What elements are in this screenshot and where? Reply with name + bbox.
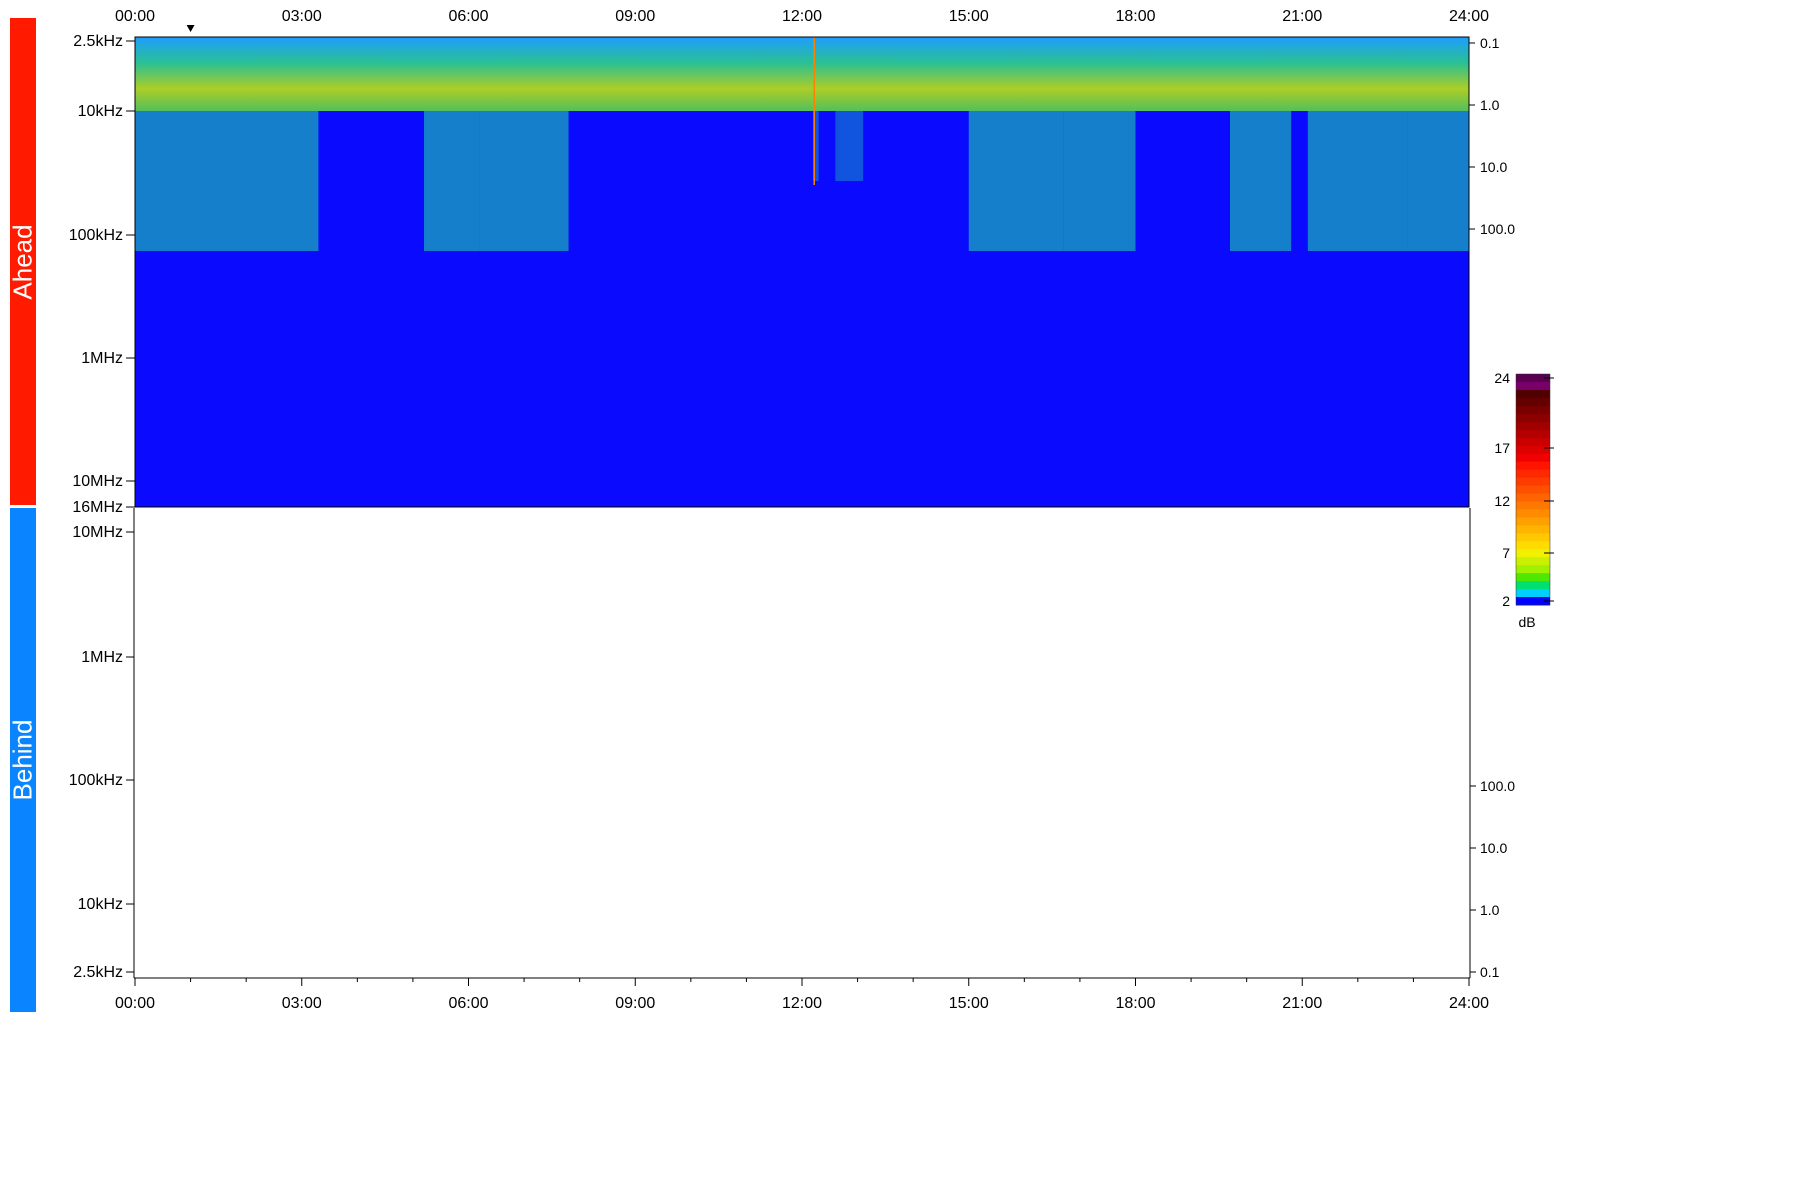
colorbar-segment <box>1516 461 1550 471</box>
colorbar-frame <box>1515 373 1551 606</box>
colorbar-segment <box>1516 533 1550 542</box>
colorbar-segment <box>1516 397 1550 407</box>
activity-block <box>424 111 480 251</box>
right-tick-label-ahead: 100.0 <box>1480 221 1515 237</box>
y-tick-label-behind: 100kHz <box>69 772 123 789</box>
x-tick-label-top: 00:00 <box>115 8 155 25</box>
colorbar-segment <box>1516 453 1550 463</box>
colorbar-tick-label: 24 <box>1494 370 1510 386</box>
activity-block <box>968 111 1064 251</box>
colorbar-segment <box>1516 589 1550 598</box>
activity-block <box>135 111 236 251</box>
colorbar-segment <box>1516 381 1550 391</box>
x-tick-label-bottom: 06:00 <box>448 995 488 1012</box>
x-tick-label-bottom: 21:00 <box>1282 995 1322 1012</box>
y-tick-label-behind: 2.5kHz <box>73 964 123 981</box>
x-tick-label-bottom: 00:00 <box>115 995 155 1012</box>
colorbar-segment <box>1516 445 1550 455</box>
colorbar-unit-label: dB <box>1518 614 1535 630</box>
right-tick-label-ahead: 0.1 <box>1480 35 1500 51</box>
x-tick-label-bottom: 24:00 <box>1449 995 1489 1012</box>
y-tick-label-ahead: 100kHz <box>69 227 123 244</box>
right-tick-label-ahead: 1.0 <box>1480 97 1500 113</box>
high-band-activity <box>135 37 1469 111</box>
y-tick-label-behind: 10kHz <box>78 896 123 913</box>
activity-block <box>1407 111 1469 251</box>
y-tick-label-ahead: 10kHz <box>78 103 123 120</box>
x-tick-label-top: 24:00 <box>1449 8 1489 25</box>
y-tick-label-behind: 10MHz <box>72 524 123 541</box>
right-tick-label-behind: 100.0 <box>1480 778 1515 794</box>
x-tick-label-top: 09:00 <box>615 8 655 25</box>
colorbar-tick-label: 17 <box>1494 440 1510 456</box>
colorbar: 24 17 12 7 2 dB <box>1494 370 1554 630</box>
colorbar-segment <box>1516 565 1550 574</box>
ahead-panel-bar: Ahead <box>8 18 38 505</box>
y-tick-label-ahead: 1MHz <box>81 350 123 367</box>
colorbar-segment <box>1516 485 1550 494</box>
activity-block <box>1307 111 1408 251</box>
colorbar-segment <box>1516 581 1550 590</box>
colorbar-segment <box>1516 374 1550 383</box>
colorbar-segment <box>1516 413 1550 423</box>
colorbar-tick-label: 12 <box>1494 493 1510 509</box>
axis-layer: 00:00 00:00 03:00 03:00 06:00 06:00 09:00 09:00… <box>69 8 1515 1012</box>
colorbar-segment <box>1516 493 1550 502</box>
x-tick-label-bottom: 12:00 <box>782 995 822 1012</box>
behind-panel-bar: Behind <box>8 508 38 1012</box>
colorbar-segment <box>1516 501 1550 510</box>
right-tick-label-behind: 0.1 <box>1480 964 1500 980</box>
colorbar-segment <box>1516 549 1550 558</box>
x-tick-label-top: 15:00 <box>949 8 989 25</box>
activity-block <box>813 111 819 181</box>
colorbar-segment <box>1516 525 1550 534</box>
colorbar-segment <box>1516 477 1550 487</box>
time-marker <box>186 25 195 32</box>
activity-block <box>1063 111 1136 251</box>
x-tick-label-bottom: 15:00 <box>949 995 989 1012</box>
colorbar-segment <box>1516 573 1550 582</box>
x-tick-label-bottom: 18:00 <box>1115 995 1155 1012</box>
activity-block <box>235 111 319 251</box>
y-tick-label-ahead: 2.5kHz <box>73 33 123 50</box>
x-tick-label-top: 21:00 <box>1282 8 1322 25</box>
colorbar-segment <box>1516 437 1550 447</box>
colorbar-segment <box>1516 597 1550 606</box>
colorbar-segment <box>1516 469 1550 479</box>
colorbar-tick-label: 7 <box>1502 545 1510 561</box>
x-tick-label-bottom: 03:00 <box>282 995 322 1012</box>
activity-block <box>1229 111 1292 251</box>
x-tick-label-top: 03:00 <box>282 8 322 25</box>
colorbar-segment <box>1516 517 1550 526</box>
activity-block <box>835 111 864 181</box>
y-tick-label-ahead: 10MHz <box>72 473 123 490</box>
colorbar-segment <box>1516 541 1550 550</box>
right-tick-label-behind: 10.0 <box>1480 840 1507 856</box>
ahead-plot-frame <box>134 36 1470 508</box>
right-tick-label-ahead: 10.0 <box>1480 159 1507 175</box>
y-tick-label-behind: 1MHz <box>81 649 123 666</box>
y-tick-label-ahead: 16MHz <box>72 499 123 516</box>
spectrogram-activity-layer <box>135 37 1469 251</box>
x-tick-label-bottom: 09:00 <box>615 995 655 1012</box>
colorbar-segment <box>1516 405 1550 415</box>
x-tick-label-top: 06:00 <box>448 8 488 25</box>
x-tick-label-top: 18:00 <box>1115 8 1155 25</box>
colorbar-segment <box>1516 557 1550 566</box>
colorbar-segment <box>1516 389 1550 399</box>
colorbar-segment <box>1516 509 1550 518</box>
activity-block <box>479 111 569 251</box>
x-tick-label-top: 12:00 <box>782 8 822 25</box>
right-tick-label-behind: 1.0 <box>1480 902 1500 918</box>
colorbar-segment <box>1516 421 1550 431</box>
colorbar-tick-label: 2 <box>1502 593 1510 609</box>
colorbar-segment <box>1516 429 1550 439</box>
